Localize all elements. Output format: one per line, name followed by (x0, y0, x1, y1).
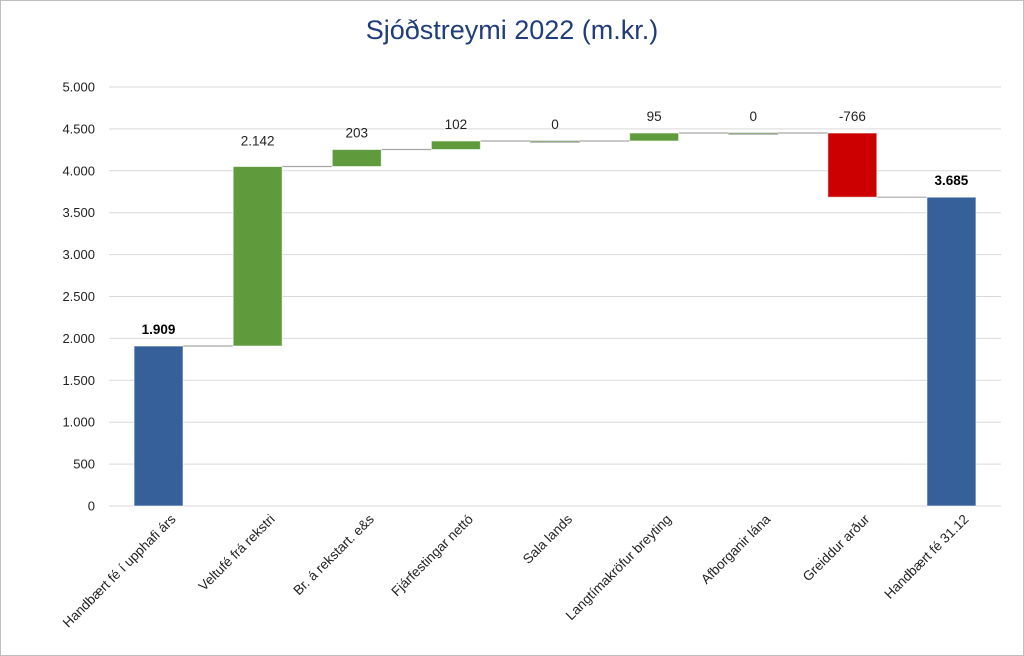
y-tick-label: 0 (88, 499, 95, 514)
category-label: Fjárfestingar nettó (388, 512, 476, 600)
bar (926, 196, 977, 507)
y-tick-label: 5.000 (62, 80, 95, 95)
bar (331, 149, 382, 168)
data-label: 0 (551, 117, 559, 132)
bar (728, 132, 779, 136)
data-label: 95 (647, 109, 662, 124)
category-label: Veltufé frá rekstri (196, 512, 278, 594)
y-tick-label: 2.000 (62, 331, 95, 346)
data-label: 203 (346, 126, 369, 141)
bar (827, 132, 878, 198)
data-label: 1.909 (142, 322, 176, 337)
data-label: -766 (839, 109, 866, 124)
y-tick-label: 4.000 (62, 163, 95, 178)
chart-title: Sjóðstreymi 2022 (m.kr.) (365, 15, 659, 45)
category-label: Langtímakröfur breyting (563, 512, 674, 623)
category-label: Handbært fé 31.12 (881, 512, 971, 602)
y-tick-label: 1.000 (62, 415, 95, 430)
category-label: Sala lands (520, 511, 575, 566)
data-label: 2.142 (241, 134, 275, 149)
y-tick-label: 500 (73, 457, 95, 472)
data-label: 0 (749, 109, 757, 124)
data-label: 102 (445, 117, 468, 132)
bar (430, 140, 481, 151)
y-tick-label: 1.500 (62, 373, 95, 388)
bar (133, 345, 184, 507)
category-label: Br. á rekstart. e&s (290, 511, 377, 598)
category-label: Afborganir lána (698, 511, 774, 587)
bar (629, 132, 680, 142)
y-tick-label: 3.500 (62, 205, 95, 220)
bar (232, 166, 283, 347)
bar (530, 140, 580, 143)
category-label: Greiddur arður (800, 511, 873, 584)
data-label: 3.685 (935, 173, 969, 188)
y-tick-label: 3.000 (62, 247, 95, 262)
category-label: Handbært fé í upphafi árs (60, 511, 179, 630)
y-tick-label: 2.500 (62, 289, 95, 304)
y-tick-label: 4.500 (62, 121, 95, 136)
